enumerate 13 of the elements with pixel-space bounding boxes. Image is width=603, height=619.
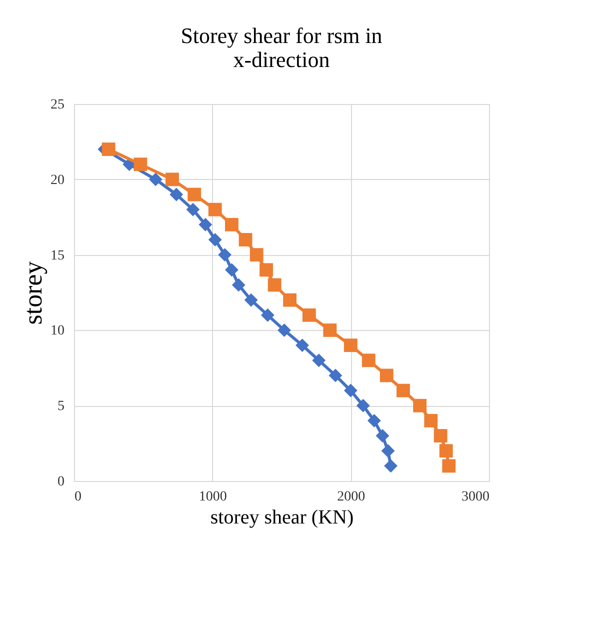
y-tick-label: 15 [50, 248, 64, 264]
y-tick-label: 0 [58, 474, 64, 490]
x-tick-label: 0 [74, 490, 82, 504]
x-axis-title: storey shear (KN) [210, 506, 354, 528]
y-tick-label: 25 [50, 98, 64, 112]
y-axis-title: storey [18, 261, 48, 325]
y-tick-label: 10 [50, 324, 64, 339]
x-tick-label: 1000 [198, 490, 227, 504]
y-tick-label: 5 [58, 399, 64, 414]
x-tick-label: 2000 [337, 490, 366, 504]
x-tick-label: 3000 [462, 490, 490, 504]
y-tick-label: 20 [50, 172, 64, 188]
chart-title: Storey shear for rsm in x-direction [180, 23, 382, 72]
